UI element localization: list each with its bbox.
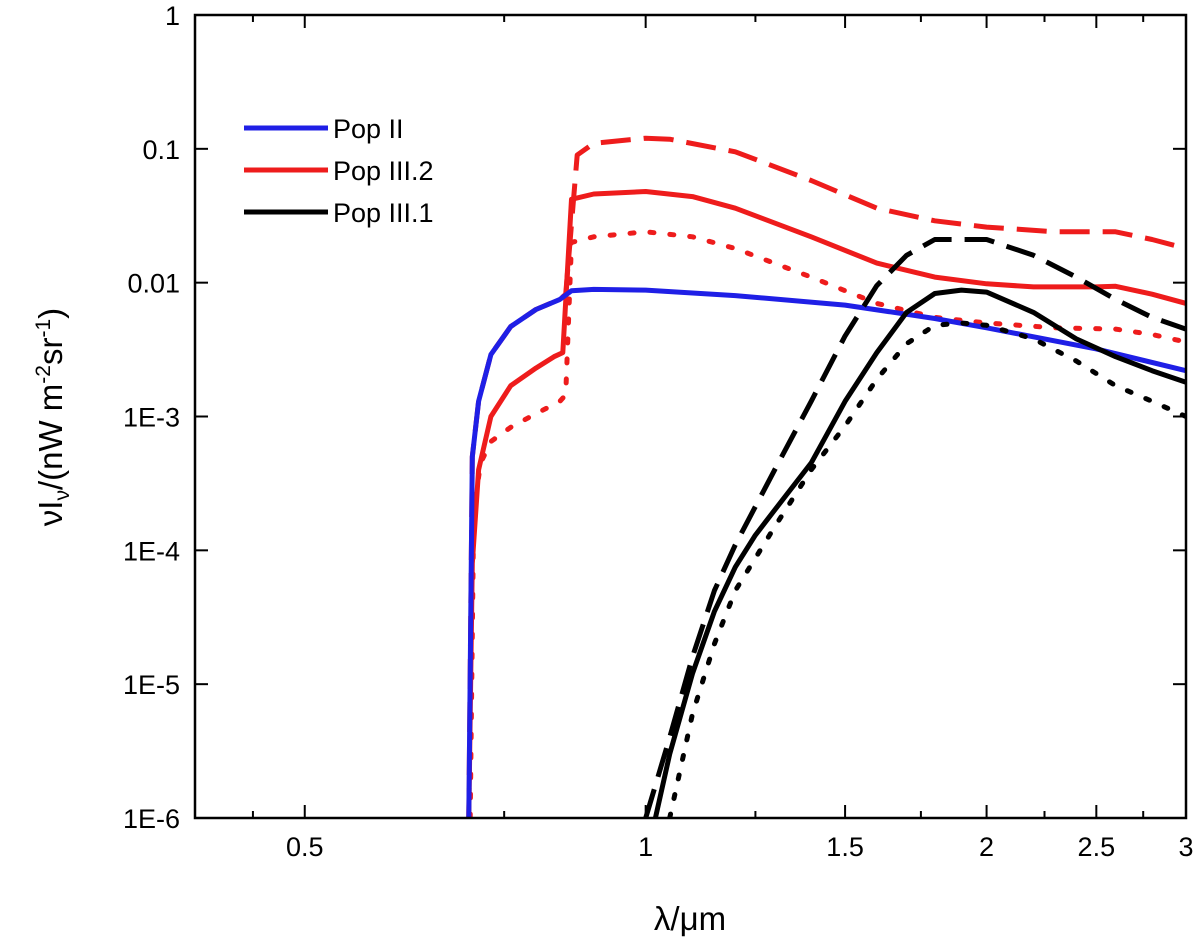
series-black-solid — [652, 287, 1186, 818]
legend-label: Pop III.2 — [333, 156, 434, 186]
x-axis-title: λ/μm — [654, 900, 726, 937]
series-black-dashed — [643, 237, 1186, 818]
y-tick-label: 0.1 — [142, 135, 180, 165]
legend-label: Pop III.1 — [333, 198, 434, 228]
x-tick-label: 2.5 — [1078, 832, 1116, 862]
y-axis-title-close: ) — [32, 308, 69, 319]
series-layer — [466, 135, 1186, 818]
x-tick-label: 3 — [1178, 832, 1193, 862]
series-black-dotted — [667, 320, 1186, 818]
y-tick-label: 0.01 — [127, 269, 180, 299]
svg-text:νIν/(nW m-2sr-1): νIν/(nW m-2sr-1) — [32, 308, 74, 526]
x-tick-label: 2 — [979, 832, 994, 862]
y-tick-label: 1E-4 — [123, 536, 180, 566]
x-tick-label: 1 — [638, 832, 653, 862]
legend-label: Pop II — [333, 114, 404, 144]
y-axis-title-sr: sr — [32, 338, 69, 366]
x-tick-label: 0.5 — [286, 832, 324, 862]
y-tick-label: 1E-5 — [123, 670, 180, 700]
y-tick-label: 1E-6 — [123, 804, 180, 834]
y-axis-title-unit: /(nW m — [32, 384, 69, 490]
y-axis-title: νIν/(nW m-2sr-1) — [32, 308, 74, 526]
y-axis-title-sub: ν — [51, 490, 74, 501]
tick-labels: 0.5 1 1.5 2 2.5 3 1E-6 1E-5 1E-4 1E-3 0.01 0.1 1 — [123, 1, 1194, 862]
y-axis-title-sup2: -1 — [32, 319, 55, 338]
y-axis-title-main: νI — [32, 501, 69, 527]
y-axis-title-sup1: -2 — [32, 365, 55, 384]
legend: Pop II Pop III.2 Pop III.1 — [244, 114, 434, 228]
series-red-solid — [466, 189, 1186, 818]
x-tick-label: 1.5 — [826, 832, 864, 862]
y-tick-label: 1E-3 — [123, 403, 180, 433]
series-red-dotted — [467, 229, 1186, 818]
plot-frame — [193, 13, 1188, 820]
y-tick-label: 1 — [165, 1, 180, 31]
